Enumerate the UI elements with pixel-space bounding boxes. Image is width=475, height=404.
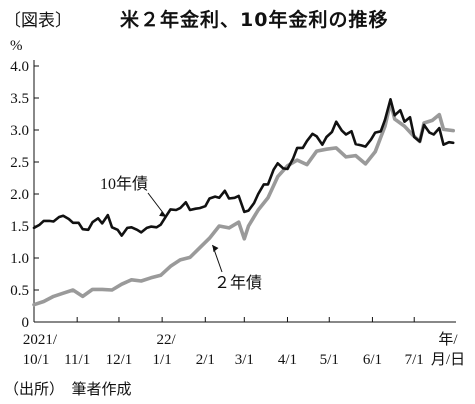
x-tick-year-label: 2021/: [23, 332, 58, 348]
y-tick-label: 1.0: [10, 251, 29, 267]
y-tick-label: 2.0: [10, 187, 29, 203]
x-tick-year-label: 22/: [157, 332, 177, 348]
x-tick-label: 5/1: [320, 352, 339, 368]
source-note: （出所） 筆者作成: [4, 380, 132, 398]
chart-axes: % 0 0.5 1.0 1.5 2.0 2.5 3.0 3.5 4.0 10/1 2021/11/1 1…: [10, 38, 465, 368]
y-tick-label: 2.5: [10, 155, 29, 171]
x-tick-label: 7/1: [405, 352, 424, 368]
series-layer: [32, 98, 455, 307]
series-line-10y: [32, 98, 455, 237]
y-tick-label: 0: [22, 315, 30, 331]
figure-label: 〔図表〕: [4, 11, 72, 31]
annotation-label-2y: ２年債: [214, 274, 262, 292]
x-tick-label: 3/1: [235, 352, 254, 368]
y-tick-label: 3.0: [10, 123, 29, 139]
x-tick-label: 2/1: [196, 352, 215, 368]
y-tick-label: 3.5: [10, 91, 29, 107]
x-tick-label: 1/1: [153, 352, 172, 368]
y-tick-label: 1.5: [10, 219, 29, 235]
x-tick-label: 10/1: [23, 352, 50, 368]
y-tick-label: 4.0: [10, 59, 29, 75]
x-tick-label: 11/1: [64, 352, 90, 368]
y-tick-label: 0.5: [10, 283, 29, 299]
annotation-arrowhead-2y: [212, 245, 219, 252]
chart-title: 米２年金利、10年金利の推移: [120, 9, 389, 31]
annotation-label-10y: 10年債: [100, 175, 148, 193]
x-axis-unit-bottom: 月/日: [431, 352, 465, 368]
x-tick-label: 4/1: [278, 352, 297, 368]
annotation-layer: 10年債 ２年債: [100, 175, 262, 292]
series-line-2y: [32, 100, 455, 307]
x-tick-label: 12/1: [106, 352, 133, 368]
x-axis-unit-top: 年/: [438, 331, 458, 348]
annotation-arrowhead-10y: [159, 210, 167, 217]
x-tick-label: 6/1: [363, 352, 382, 368]
y-axis-unit: %: [10, 38, 23, 54]
